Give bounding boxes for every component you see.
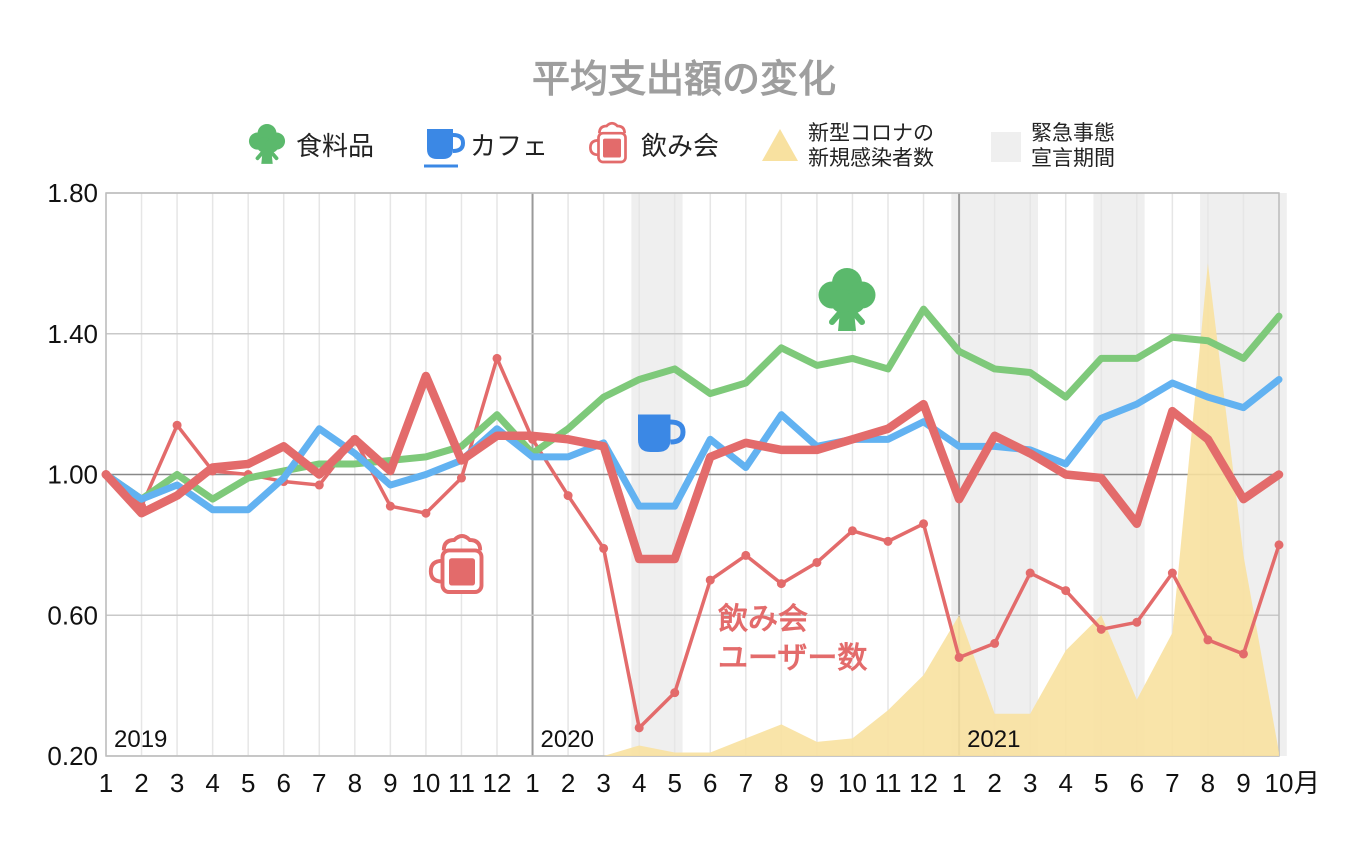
x-tick-label: 4	[1058, 768, 1072, 798]
data-point	[884, 537, 893, 546]
x-tick-label: 2	[987, 768, 1001, 798]
data-point	[777, 579, 786, 588]
y-tick-label: 1.40	[47, 319, 98, 349]
data-point	[635, 723, 644, 732]
x-tick-label: 2	[561, 768, 575, 798]
x-tick-label: 11	[448, 768, 475, 798]
data-point	[564, 491, 573, 500]
x-tick-label: 7	[312, 768, 326, 798]
data-point	[386, 502, 395, 511]
y-tick-label: 0.20	[47, 741, 98, 771]
x-tick-label: 1	[99, 768, 113, 798]
x-tick-label: 1	[952, 768, 966, 798]
data-point	[1168, 569, 1177, 578]
data-point	[848, 526, 857, 535]
coffee-cup-icon	[427, 129, 463, 159]
x-tick-label: 10	[411, 768, 440, 798]
chart-title: 平均支出額の変化	[0, 48, 1368, 103]
data-point	[741, 551, 750, 560]
data-point	[706, 576, 715, 585]
x-tick-label: 3	[1023, 768, 1037, 798]
x-tick-label: 5	[1094, 768, 1108, 798]
x-tick-label: 6	[276, 768, 290, 798]
x-axis-unit-label: 月	[1294, 768, 1320, 798]
x-tick-label: 9	[383, 768, 397, 798]
year-label: 2020	[541, 726, 594, 753]
data-point	[1203, 635, 1212, 644]
x-tick-label: 11	[875, 768, 902, 798]
x-tick-label: 7	[1165, 768, 1179, 798]
y-tick-label: 1.80	[47, 178, 98, 208]
x-tick-label: 7	[739, 768, 753, 798]
legend-label-food: 食料品	[296, 131, 374, 161]
x-tick-label: 5	[241, 768, 255, 798]
data-point	[1239, 649, 1248, 658]
x-tick-label: 1	[525, 768, 539, 798]
triangle-icon	[762, 129, 798, 161]
y-tick-label: 0.60	[47, 600, 98, 630]
data-point	[812, 558, 821, 567]
legend-label-covid-line1: 新型コロナの	[808, 122, 934, 145]
x-tick-label: 10	[838, 768, 867, 798]
beer-mug-icon	[431, 536, 482, 592]
x-tick-label: 10	[1265, 768, 1294, 798]
data-point	[173, 421, 182, 430]
data-point	[1132, 618, 1141, 627]
x-tick-label: 12	[483, 768, 512, 798]
legend-label-emergency-line2: 宣言期間	[1031, 147, 1115, 170]
x-tick-label: 9	[810, 768, 824, 798]
data-point	[493, 354, 502, 363]
x-tick-label: 6	[703, 768, 717, 798]
x-tick-label: 2	[134, 768, 148, 798]
beer-mug-icon	[590, 123, 625, 162]
x-tick-label: 3	[596, 768, 610, 798]
data-point	[457, 474, 466, 483]
x-tick-label: 4	[632, 768, 646, 798]
data-point	[1061, 586, 1070, 595]
legend-label-cafe: カフェ	[470, 131, 548, 161]
legend-label-emergency-line1: 緊急事態	[1031, 122, 1115, 145]
data-point	[955, 653, 964, 662]
annotation-drinking-users-line1: 飲み会	[718, 602, 808, 636]
y-tick-label: 1.00	[47, 460, 98, 490]
legend-label-drinking: 飲み会	[641, 131, 719, 161]
data-point	[1026, 569, 1035, 578]
x-tick-label: 8	[348, 768, 362, 798]
x-tick-label: 8	[774, 768, 788, 798]
data-point	[919, 519, 928, 528]
x-tick-label: 4	[205, 768, 219, 798]
data-point	[315, 481, 324, 490]
data-point	[670, 688, 679, 697]
broccoli-icon	[249, 124, 285, 164]
x-tick-label: 3	[170, 768, 184, 798]
data-point	[990, 639, 999, 648]
x-tick-label: 8	[1201, 768, 1215, 798]
x-tick-label: 5	[667, 768, 681, 798]
year-label: 2019	[114, 726, 167, 753]
data-point	[1097, 625, 1106, 634]
data-point	[1275, 540, 1284, 549]
x-tick-label: 12	[909, 768, 938, 798]
gray-square-icon	[991, 132, 1021, 162]
data-point	[599, 544, 608, 553]
legend-label-covid-line2: 新規感染者数	[808, 147, 934, 170]
annotation-drinking-users-line2: ユーザー数	[718, 642, 868, 675]
data-point	[421, 509, 430, 518]
x-tick-label: 6	[1130, 768, 1144, 798]
year-label: 2021	[967, 726, 1020, 753]
broccoli-icon	[819, 268, 876, 331]
x-tick-label: 9	[1236, 768, 1250, 798]
